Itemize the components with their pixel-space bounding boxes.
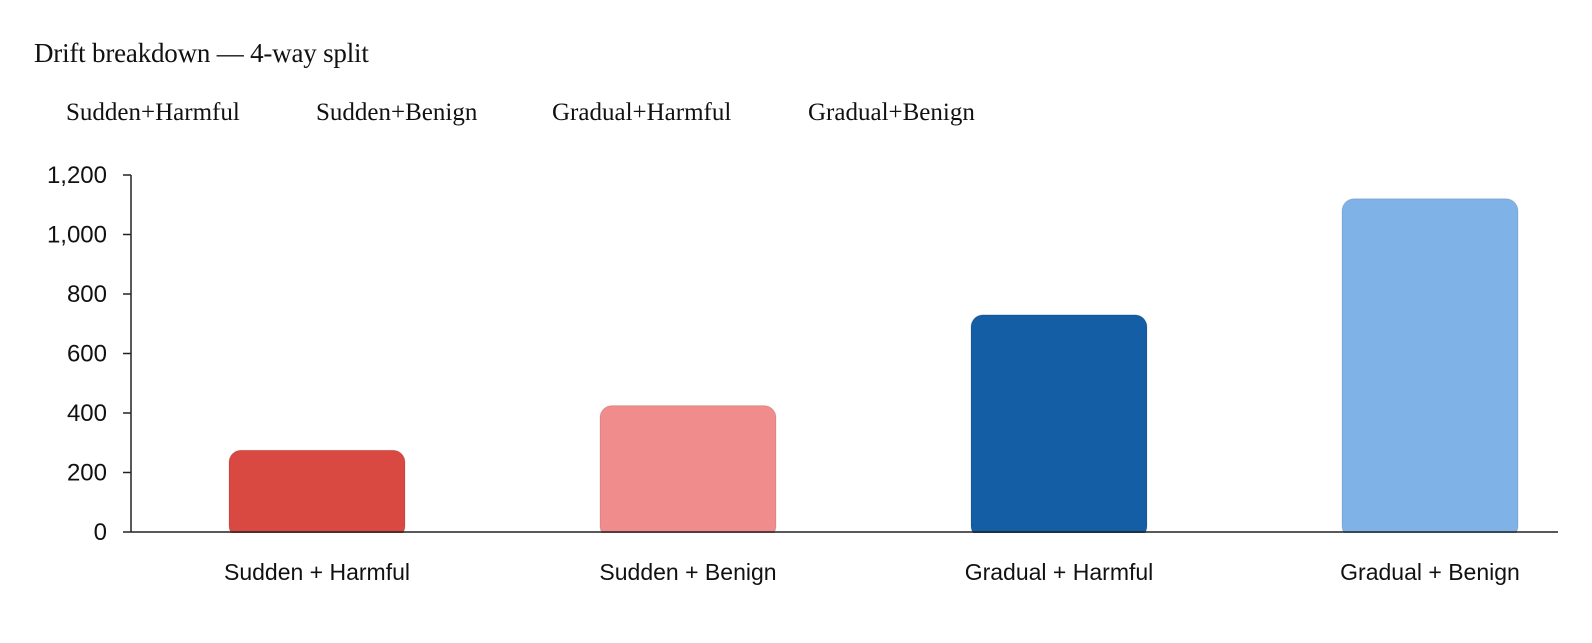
y-tick-label: 800 [67,281,107,308]
bars [228,198,1519,539]
x-tick-label: Gradual + Benign [1340,559,1520,585]
bar-sudden-harmful [228,449,406,539]
y-tick-label: 600 [67,341,107,368]
bar-gradual-benign [1341,198,1519,539]
chart-title: Drift breakdown — 4-way split [34,38,369,68]
y-tick-label: 400 [67,400,107,427]
y-tick-label: 200 [67,460,107,487]
y-tick-label: 1,000 [47,222,107,249]
x-axis-mask [129,533,1562,553]
legend-entry-sudden-benign: Sudden+Benign [316,99,478,126]
y-tick-label: 0 [94,519,107,546]
y-tick-label: 1,200 [47,162,107,189]
legend-entry-gradual-benign: Gradual+Benign [808,99,975,126]
x-axis: Sudden + Harmful Sudden + Benign Gradual +… [129,531,1562,585]
bar-gradual-harmful [970,314,1148,539]
bar-sudden-benign [599,405,777,539]
legend-entry-gradual-harmful: Gradual+Harmful [552,99,732,126]
x-tick-label: Sudden + Harmful [224,559,410,585]
y-axis: 0 200 400 600 800 1,000 1,200 [47,162,132,546]
x-tick-label: Gradual + Harmful [965,559,1154,585]
legend-entry-sudden-harmful: Sudden+Harmful [66,99,240,126]
x-tick-label: Sudden + Benign [599,559,776,585]
